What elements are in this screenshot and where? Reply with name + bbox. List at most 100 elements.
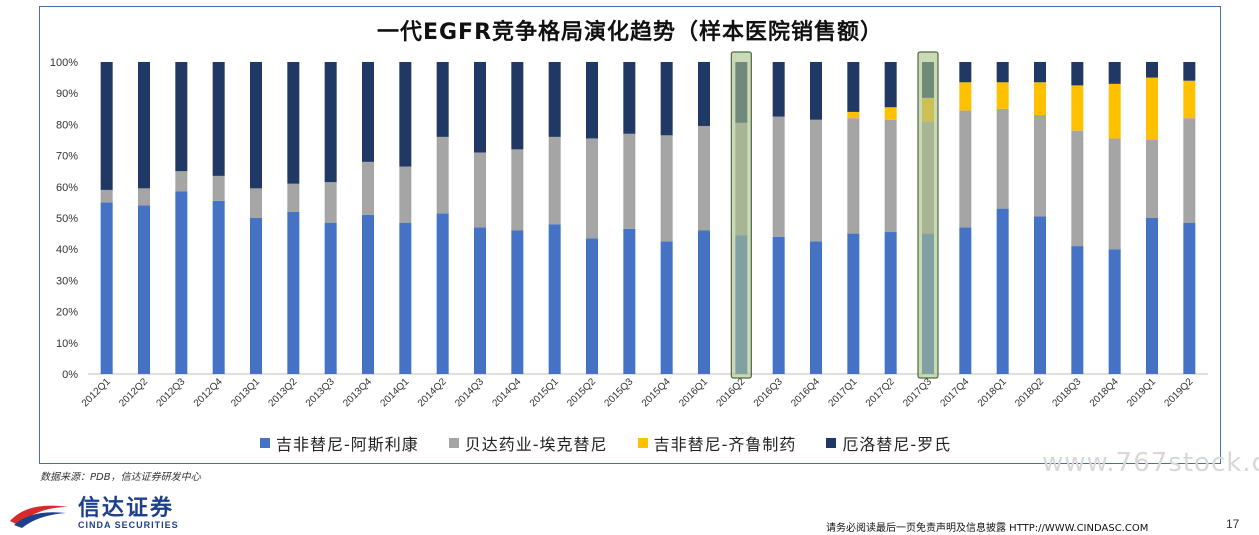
bar-segment — [660, 135, 673, 242]
x-tick-label: 2018Q4 — [1088, 376, 1121, 409]
x-tick-label: 2014Q1 — [379, 376, 412, 409]
logo-swoosh-icon — [10, 505, 68, 528]
bar-segment — [287, 211, 300, 374]
bar-segment — [100, 62, 113, 190]
x-tick-label: 2019Q2 — [1163, 376, 1196, 409]
bar-segment — [548, 62, 561, 137]
legend-label: 厄洛替尼-罗氏 — [842, 435, 952, 454]
x-tick-label: 2019Q1 — [1125, 376, 1158, 409]
bar-segment — [1146, 218, 1158, 374]
bar-segment — [996, 62, 1009, 83]
bar-segment — [623, 228, 636, 374]
bar-segment — [1146, 62, 1158, 78]
bar-segment — [810, 241, 822, 374]
bar-segment — [884, 119, 897, 233]
page-number: 17 — [1226, 517, 1240, 531]
x-tick-label: 2016Q1 — [677, 376, 710, 409]
y-tick-label: 30% — [56, 275, 78, 287]
bar-segment — [884, 232, 897, 374]
bar-segment — [1071, 62, 1084, 86]
bar-segment — [138, 188, 150, 206]
bar-segment — [772, 116, 785, 237]
bar-segment — [1108, 249, 1121, 374]
watermark: www.767stock.com — [1042, 448, 1259, 478]
bar-segment — [996, 208, 1009, 374]
bar-segment — [100, 202, 113, 374]
bar-segment — [287, 183, 300, 212]
bar-segment — [100, 189, 113, 203]
bar-segment — [474, 227, 486, 374]
bar-segment — [1034, 216, 1046, 374]
x-tick-label: 2012Q1 — [80, 376, 113, 409]
bar-segment — [212, 62, 225, 176]
bar-segment — [660, 241, 673, 374]
bar-segment — [1183, 80, 1196, 119]
legend-swatch — [260, 438, 270, 448]
y-tick-label: 90% — [56, 88, 78, 100]
bar-segment — [959, 62, 972, 83]
bar-segment — [1146, 77, 1158, 140]
bar-segment — [884, 62, 897, 108]
legend-swatch — [826, 438, 837, 448]
bar-segment — [511, 230, 524, 374]
logo-text-cn: 信达证券 — [78, 496, 175, 521]
bar-segment — [1034, 115, 1046, 217]
x-tick-label: 2018Q1 — [976, 376, 1009, 409]
bar-segment — [1108, 62, 1121, 84]
bar-segment — [436, 62, 449, 137]
bar-segment — [623, 62, 636, 134]
bar-segment — [250, 62, 262, 189]
data-source-note: 数据来源：PDB，信达证券研发中心 — [40, 472, 201, 483]
bar-segment — [847, 118, 860, 234]
x-tick-label: 2014Q3 — [453, 376, 486, 409]
bar-segment — [772, 62, 785, 117]
bar-segment — [362, 62, 374, 162]
bar-segment — [1071, 85, 1084, 131]
bar-segment — [362, 161, 374, 215]
x-tick-label: 2015Q4 — [640, 376, 673, 409]
x-tick-label: 2014Q4 — [491, 376, 524, 409]
x-tick-label: 2013Q2 — [267, 376, 300, 409]
bar-segment — [1146, 140, 1158, 218]
bar-segment — [847, 111, 860, 119]
bar-segment — [884, 107, 897, 120]
y-tick-label: 100% — [50, 57, 78, 69]
y-tick-label: 70% — [56, 151, 78, 163]
y-tick-label: 10% — [56, 338, 78, 350]
chart-title: 一代EGFR竞争格局演化趋势（样本医院销售额） — [376, 20, 884, 45]
y-tick-label: 60% — [56, 182, 78, 194]
x-tick-label: 2015Q2 — [565, 376, 598, 409]
bar-segment — [1034, 82, 1046, 116]
bar-segment — [1034, 62, 1046, 83]
bar-segment — [698, 125, 710, 231]
x-tick-label: 2015Q3 — [603, 376, 636, 409]
x-tick-label: 2017Q1 — [827, 376, 860, 409]
bar-segment — [996, 82, 1009, 109]
legend-label: 吉非替尼-阿斯利康 — [276, 435, 419, 454]
bar-segment — [959, 82, 972, 111]
bar-segment — [1071, 246, 1084, 374]
bar-segment — [810, 62, 822, 120]
bar-segment — [772, 236, 785, 374]
legend-label: 贝达药业-埃克替尼 — [464, 435, 608, 454]
bar-segment — [212, 200, 225, 374]
bar-segment — [810, 119, 822, 242]
bar-segment — [548, 224, 561, 374]
legend-item-icotinib: 贝达药业-埃克替尼 — [448, 431, 608, 455]
bar-segment — [212, 175, 225, 201]
bar-segment — [548, 136, 561, 225]
chart-legend: 吉非替尼-阿斯利康 贝达药业-埃克替尼 吉非替尼-齐鲁制药 厄洛替尼-罗氏 — [260, 431, 951, 455]
disclaimer-link[interactable]: 请务必阅读最后一页免责声明及信息披露 HTTP://WWW.CINDASC.CO… — [826, 523, 1149, 534]
x-tick-label: 2013Q3 — [304, 376, 337, 409]
legend-item-erlotinib: 厄洛替尼-罗氏 — [826, 431, 951, 455]
y-tick-label: 50% — [56, 213, 78, 225]
legend-item-gefitinib: 吉非替尼-阿斯利康 — [260, 431, 419, 455]
bar-segment — [1108, 138, 1121, 250]
bar-segment — [436, 136, 449, 214]
bar-segment — [1183, 222, 1196, 374]
x-tick-label: 2016Q2 — [715, 376, 748, 409]
bar-segment — [1183, 62, 1196, 81]
bar-segment — [847, 233, 860, 374]
bar-segment — [138, 205, 150, 374]
bar-segment — [586, 238, 598, 374]
